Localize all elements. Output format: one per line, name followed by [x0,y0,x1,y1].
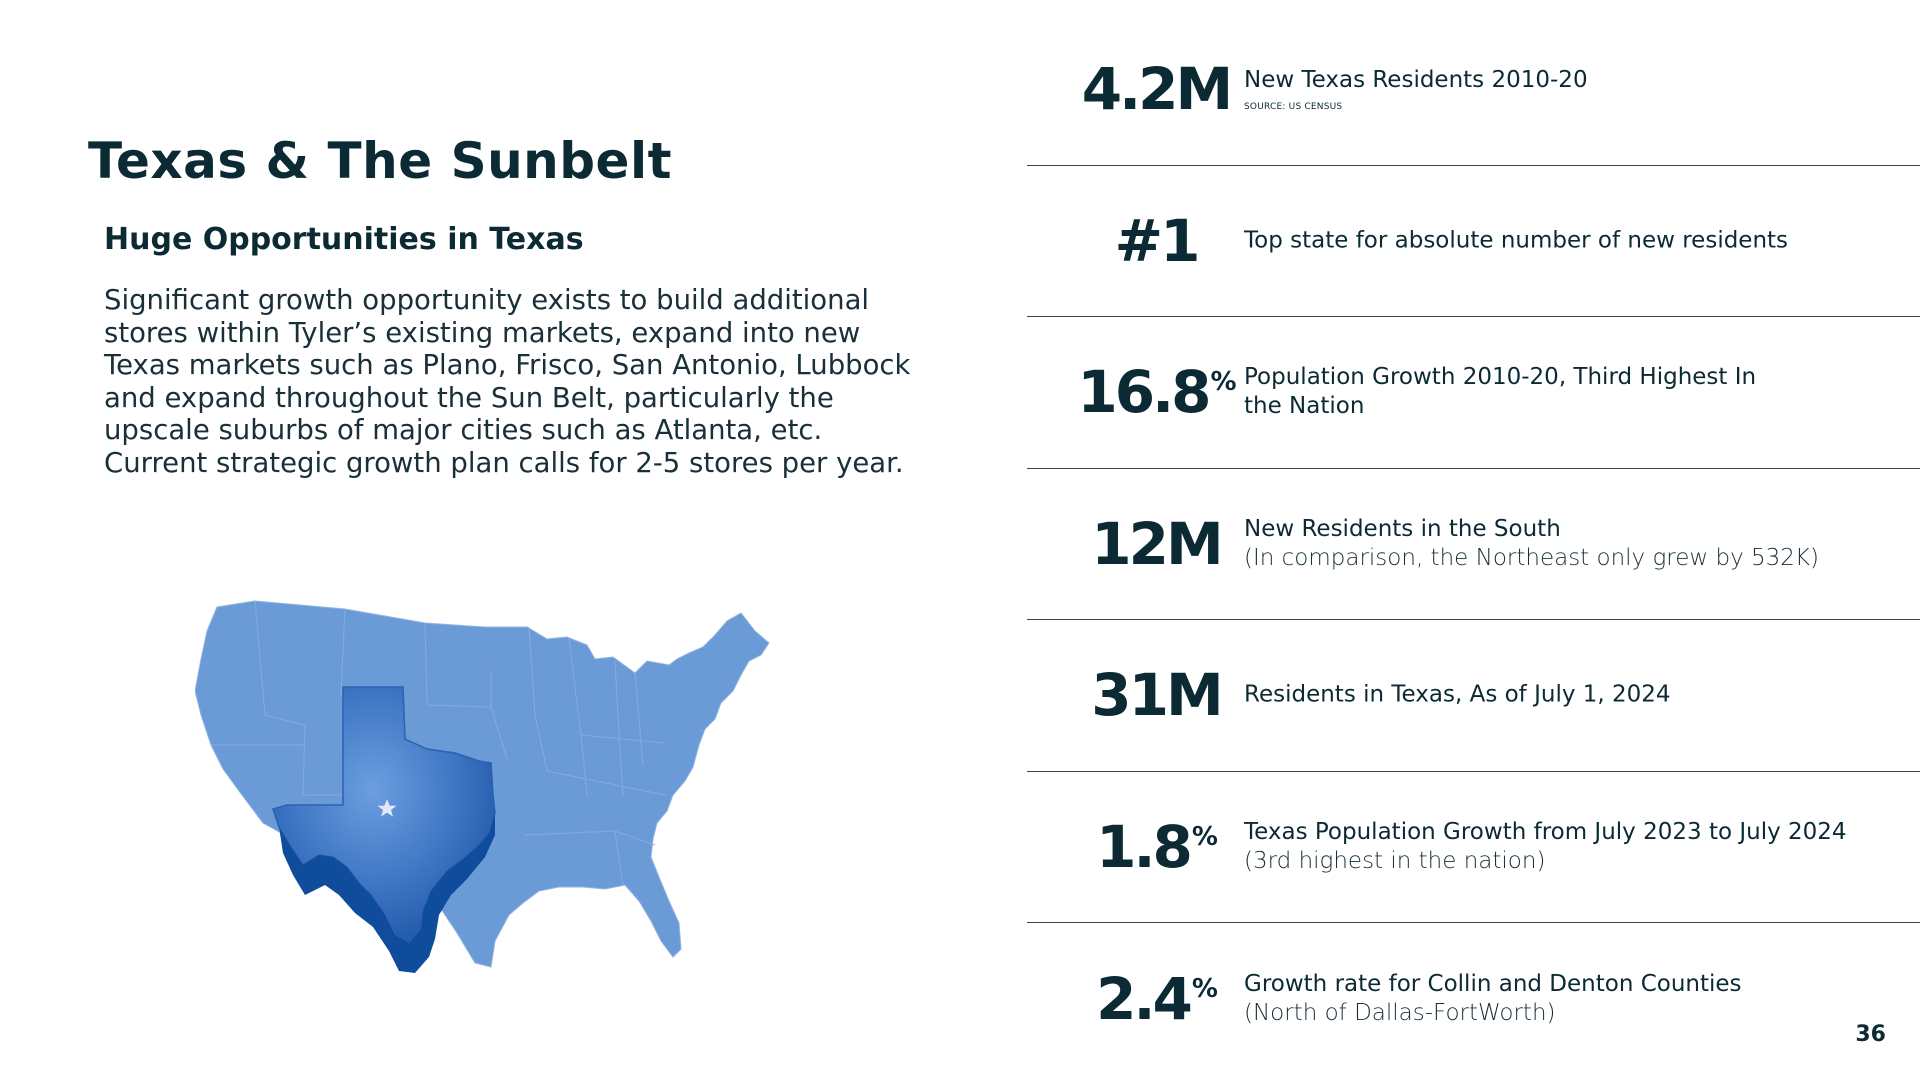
stat-value: 12M [1091,509,1223,578]
body-paragraph: Significant growth opportunity exists to… [104,284,911,479]
slide-title: Texas & The Sunbelt [88,132,673,190]
stat-main-text: Texas Population Growth from July 2023 t… [1244,818,1847,845]
texas-edge-shape [279,813,495,973]
stat-source-text: SOURCE: US CENSUS [1244,102,1343,113]
stat-value: 1.8% [1096,812,1218,881]
stat-sub-text: (3rd highest in the nation) [1244,847,1546,874]
stat-main-text: Population Growth 2010-20, Third Highest… [1244,364,1757,420]
slide-subtitle: Huge Opportunities in Texas [104,222,584,257]
capital-star-icon [377,799,397,817]
stat-description: New Residents in the South (In compariso… [1244,515,1914,573]
stat-main-text: Top state for absolute number of new res… [1244,227,1789,254]
stat-description: Population Growth 2010-20, Third Highest… [1244,363,1784,421]
stat-value: 2.4% [1096,964,1218,1033]
stat-row: 31M Residents in Texas, As of July 1, 20… [1027,620,1920,772]
stat-row: 12M New Residents in the South (In compa… [1027,469,1920,620]
stat-main-text: Residents in Texas, As of July 1, 2024 [1244,681,1671,708]
stat-sub-text: (In comparison, the Northeast only grew … [1244,544,1819,571]
stat-description: Residents in Texas, As of July 1, 2024 [1244,681,1914,710]
stat-description: Top state for absolute number of new res… [1244,226,1914,255]
stat-description: New Texas Residents 2010-20 SOURCE: US C… [1244,66,1914,112]
page-number: 36 [1855,1022,1886,1047]
stat-row: 4.2M New Texas Residents 2010-20 SOURCE:… [1027,14,1920,166]
stat-description: Texas Population Growth from July 2023 t… [1244,818,1914,876]
stat-row: 1.8% Texas Population Growth from July 2… [1027,772,1920,923]
stat-main-text: Growth rate for Collin and Denton Counti… [1244,970,1742,997]
stat-row: 16.8% Population Growth 2010-20, Third H… [1027,317,1920,469]
stat-value: 4.2M [1081,55,1233,124]
stat-sub-text: (North of Dallas-FortWorth) [1244,999,1556,1026]
stat-value: 31M [1091,661,1223,730]
stat-row: #1 Top state for absolute number of new … [1027,166,1920,317]
stat-row: 2.4% Growth rate for Collin and Denton C… [1027,923,1920,1075]
stat-description: Growth rate for Collin and Denton Counti… [1244,970,1914,1028]
stat-main-text: New Residents in the South [1244,515,1561,542]
stat-main-text: New Texas Residents 2010-20 [1244,67,1588,94]
stat-value: #1 [1114,206,1201,275]
us-map-icon [195,600,770,973]
stats-list: 4.2M New Texas Residents 2010-20 SOURCE:… [1027,14,1920,1075]
stat-value: 16.8% [1077,358,1237,427]
